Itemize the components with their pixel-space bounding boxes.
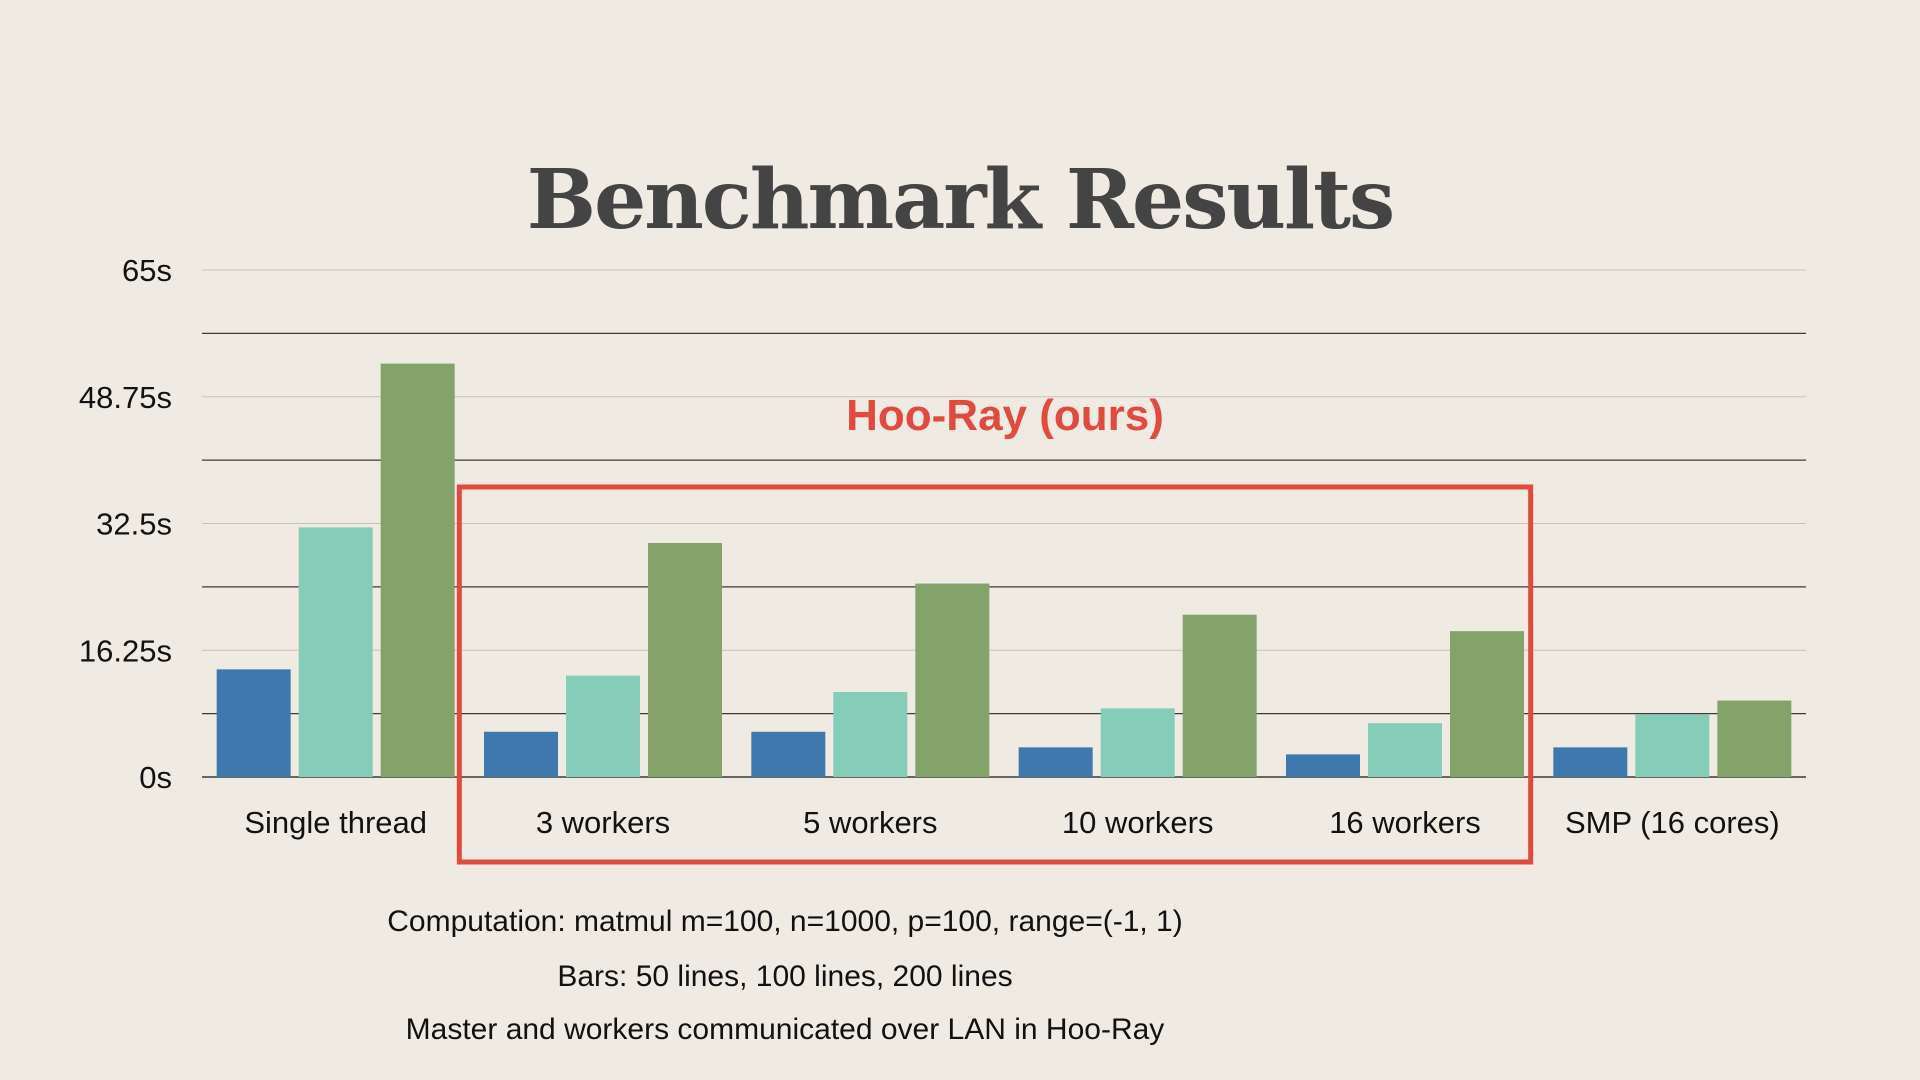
hooray-highlight-box xyxy=(456,484,1534,865)
bar xyxy=(1553,747,1628,777)
x-tick-label: Single thread xyxy=(244,805,427,840)
bar xyxy=(1286,754,1360,777)
bar xyxy=(380,363,455,777)
gridlines xyxy=(202,269,1806,778)
bar xyxy=(1100,708,1175,777)
bar xyxy=(1717,700,1792,777)
y-tick-label: 0s xyxy=(139,760,172,795)
footnote-line: Computation: matmul m=100, n=1000, p=100… xyxy=(387,905,1182,938)
y-tick-label: 32.5s xyxy=(96,507,172,542)
x-axis-ticks: Single thread 3 workers 5 workers 10 worker… xyxy=(244,805,1779,840)
chart-title: Benchmark Results xyxy=(527,152,1393,248)
hooray-annotation-label: Hoo-Ray (ours) xyxy=(846,391,1164,440)
bar xyxy=(484,731,558,777)
bar xyxy=(1450,631,1524,777)
bar xyxy=(216,669,291,777)
bar xyxy=(751,731,826,777)
footnote-line: Bars: 50 lines, 100 lines, 200 lines xyxy=(557,960,1012,993)
x-tick-label: 16 workers xyxy=(1329,805,1481,840)
bars xyxy=(216,363,1792,777)
bar xyxy=(915,583,990,777)
bar xyxy=(1368,723,1442,777)
x-tick-label: SMP (16 cores) xyxy=(1565,805,1780,840)
y-tick-label: 48.75s xyxy=(79,380,172,415)
y-tick-label: 65s xyxy=(122,253,172,288)
x-tick-label: 3 workers xyxy=(536,805,670,840)
bar xyxy=(1018,747,1093,777)
bar xyxy=(1182,614,1257,777)
footnotes: Computation: matmul m=100, n=1000, p=100… xyxy=(387,905,1182,1046)
x-tick-label: 5 workers xyxy=(803,805,937,840)
bar xyxy=(648,543,722,777)
bar xyxy=(833,691,908,777)
footnote-line: Master and workers communicated over LAN… xyxy=(406,1013,1165,1046)
y-axis-ticks: 0s 16.25s 32.5s 48.75s 65s xyxy=(79,253,172,795)
y-tick-label: 16.25s xyxy=(79,633,172,668)
bar xyxy=(1635,714,1710,777)
bar xyxy=(566,675,640,777)
x-tick-label: 10 workers xyxy=(1062,805,1214,840)
bar xyxy=(298,527,373,777)
